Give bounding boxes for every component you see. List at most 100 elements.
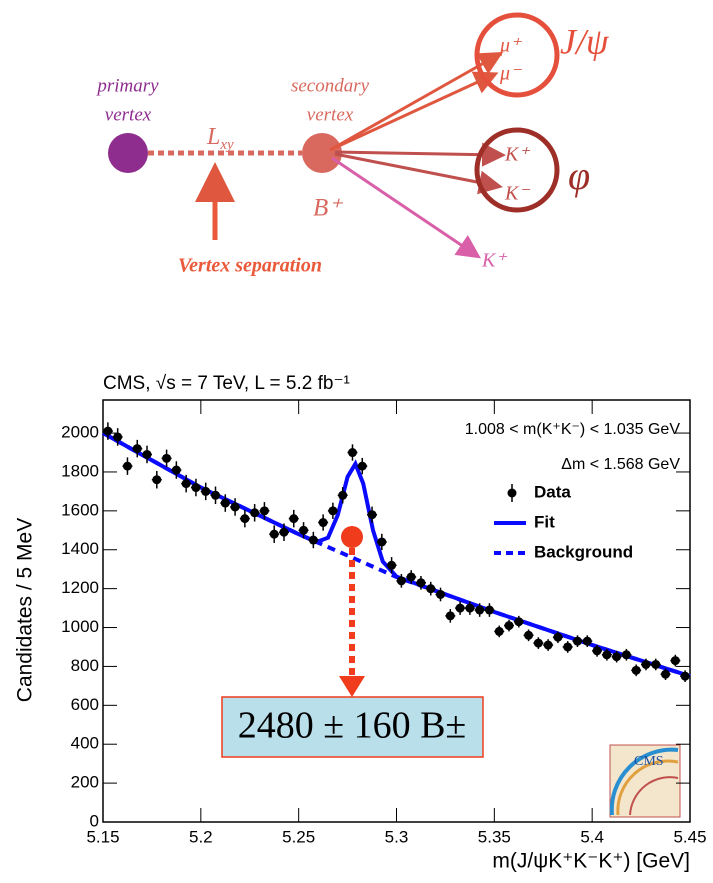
data-point	[494, 626, 504, 636]
signal-annotation: 2480 ± 160 B±	[221, 526, 484, 758]
label: J/ψ	[560, 21, 609, 61]
data-point	[533, 638, 543, 648]
legend-label: Background	[534, 542, 633, 561]
data-point	[582, 636, 592, 646]
data-point	[171, 465, 181, 475]
label: Lxy	[206, 124, 234, 154]
data-point	[670, 656, 680, 666]
x-tick-label: 5.15	[86, 827, 119, 846]
data-point	[436, 589, 446, 599]
data-point	[524, 630, 534, 640]
legend-marker	[507, 488, 517, 498]
yield-box	[221, 696, 484, 758]
label: K⁺	[504, 144, 530, 166]
x-tick-label: 5.45	[673, 827, 706, 846]
track	[334, 152, 503, 195]
legend-label: Fit	[534, 512, 555, 531]
data-point	[504, 621, 514, 631]
track	[329, 52, 504, 152]
chart: CMS, √s = 7 TeV, L = 5.2 fb⁻¹ Candidates…	[14, 373, 707, 873]
label: vertex	[307, 104, 354, 125]
y-tick-label: 400	[71, 734, 99, 753]
label: K⁻	[504, 183, 530, 205]
plot-area	[102, 422, 691, 682]
data-point	[299, 525, 309, 535]
y-tick-label: 2000	[61, 423, 99, 442]
primary-vertex	[108, 133, 148, 173]
x-axis-label: m(J/ψK⁺K⁻K⁺) [GeV]	[492, 850, 690, 873]
x-tick-label: 5.3	[385, 827, 409, 846]
data-point	[250, 508, 260, 518]
label: xy	[219, 137, 234, 153]
data-point	[259, 506, 269, 516]
data-point	[308, 535, 318, 545]
data-point	[347, 448, 357, 458]
data-point	[240, 514, 250, 524]
label: μ⁺	[499, 35, 522, 57]
label: primary	[95, 75, 159, 96]
x-tick-label: 5.2	[189, 827, 213, 846]
arrow-head	[339, 676, 365, 697]
y-tick-label: 800	[71, 656, 99, 675]
label: μ⁻	[499, 63, 522, 85]
signal-dot	[341, 526, 363, 548]
y-tick-label: 1600	[61, 500, 99, 519]
decay-diagram: primary vertex secondary vertex Lxy B⁺ V…	[95, 12, 609, 277]
logo-arc	[609, 747, 679, 816]
data-point	[122, 461, 132, 471]
data-point	[612, 652, 622, 662]
data-point	[220, 498, 230, 508]
data-point	[543, 640, 553, 650]
data-point	[563, 642, 573, 652]
data-point	[191, 483, 201, 493]
x-tick-label: 5.4	[580, 827, 604, 846]
data-point	[621, 650, 631, 660]
phi-ring	[474, 127, 560, 213]
data-point	[445, 611, 455, 621]
track	[329, 71, 499, 152]
data-point	[387, 560, 397, 570]
logo-text: CMS	[634, 754, 664, 769]
data-point	[152, 475, 162, 485]
data-point	[142, 449, 152, 459]
legend: Data Fit Background	[494, 482, 633, 561]
secondary-vertex	[302, 133, 342, 173]
data-point	[416, 578, 426, 588]
logo-arc	[629, 776, 679, 816]
y-tick-label: 1200	[61, 578, 99, 597]
data-point	[162, 453, 172, 463]
data-point	[680, 671, 690, 681]
y-tick-label: 0	[90, 811, 99, 830]
data-point	[181, 479, 191, 489]
y-tick-label: 1400	[61, 539, 99, 558]
data-point	[406, 572, 416, 582]
x-tick-label: 5.35	[478, 827, 511, 846]
data-point	[631, 665, 641, 675]
yield-text: 2480 ± 160 B±	[238, 705, 467, 747]
data-point	[377, 537, 387, 547]
data-point	[592, 646, 602, 656]
data-point	[357, 461, 367, 471]
data-point	[328, 506, 338, 516]
label: B⁺	[313, 195, 343, 222]
data-point	[289, 514, 299, 524]
chart-title: CMS, √s = 7 TeV, L = 5.2 fb⁻¹	[103, 373, 350, 394]
data-point	[465, 603, 475, 613]
x-tick-label: 5.25	[282, 827, 315, 846]
label: secondary	[291, 75, 370, 96]
data-point	[230, 502, 240, 512]
track	[334, 142, 506, 167]
y-tick-label: 200	[71, 773, 99, 792]
data-point	[514, 617, 524, 627]
data-point	[338, 490, 348, 500]
data-point	[475, 605, 485, 615]
data-point	[426, 584, 436, 594]
label: K⁺	[481, 250, 507, 272]
data-point	[651, 659, 661, 669]
data-point	[396, 576, 406, 586]
data-point	[455, 603, 465, 613]
annotation: 1.008 < m(K⁺K⁻) < 1.035 GeV	[465, 421, 681, 438]
label: vertex	[105, 104, 152, 125]
legend-label: Data	[534, 482, 571, 501]
